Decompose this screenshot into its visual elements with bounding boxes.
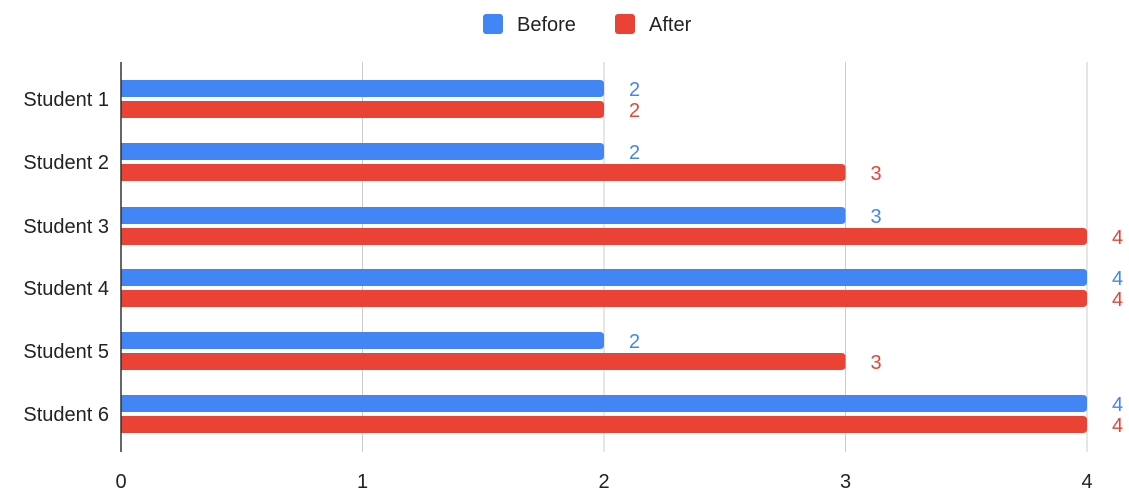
x-tick-label: 2 (598, 471, 609, 491)
data-label-after: 4 (1112, 227, 1123, 249)
x-tick-label: 3 (840, 471, 851, 491)
bar-after (121, 416, 1087, 433)
data-label-before: 4 (1112, 394, 1123, 416)
data-label-before: 3 (871, 206, 882, 228)
category-label: Student 6 (23, 404, 109, 426)
bar-after (121, 164, 846, 181)
bar-before (121, 332, 604, 349)
bars-layer (121, 80, 1087, 433)
category-label: Student 2 (23, 152, 109, 174)
data-label-before: 2 (629, 331, 640, 353)
data-label-after: 4 (1112, 415, 1123, 437)
category-label: Student 3 (23, 216, 109, 238)
bar-after (121, 290, 1087, 307)
bar-after (121, 228, 1087, 245)
legend-label: After (649, 14, 692, 36)
data-label-before: 2 (629, 79, 640, 101)
data-label-before: 2 (629, 142, 640, 164)
bar-before (121, 80, 604, 97)
legend-swatch (615, 14, 635, 34)
legend-item-before: Before (483, 14, 576, 36)
legend: Before After (483, 14, 692, 36)
category-label: Student 4 (23, 278, 109, 300)
legend-swatch (483, 14, 503, 34)
data-label-after: 2 (629, 100, 640, 122)
legend-label: Before (517, 14, 576, 36)
bar-before (121, 143, 604, 160)
grid-layer (362, 62, 1088, 452)
data-label-after: 3 (871, 163, 882, 185)
legend-item-after: After (615, 14, 692, 36)
data-label-after: 3 (871, 352, 882, 374)
axis-layer: 0 1 2 3 4 Student 1 Student 2 Student 3 Student … (23, 62, 1093, 491)
data-label-before: 4 (1112, 268, 1123, 290)
bar-before (121, 395, 1087, 412)
category-label: Student 1 (23, 89, 109, 111)
bar-before (121, 207, 846, 224)
bar-after (121, 101, 604, 118)
x-tick-label: 1 (357, 471, 368, 491)
bar-after (121, 353, 846, 370)
category-label: Student 5 (23, 341, 109, 363)
x-tick-label: 0 (115, 471, 126, 491)
x-tick-label: 4 (1081, 471, 1092, 491)
data-label-after: 4 (1112, 289, 1123, 311)
bar-before (121, 269, 1087, 286)
